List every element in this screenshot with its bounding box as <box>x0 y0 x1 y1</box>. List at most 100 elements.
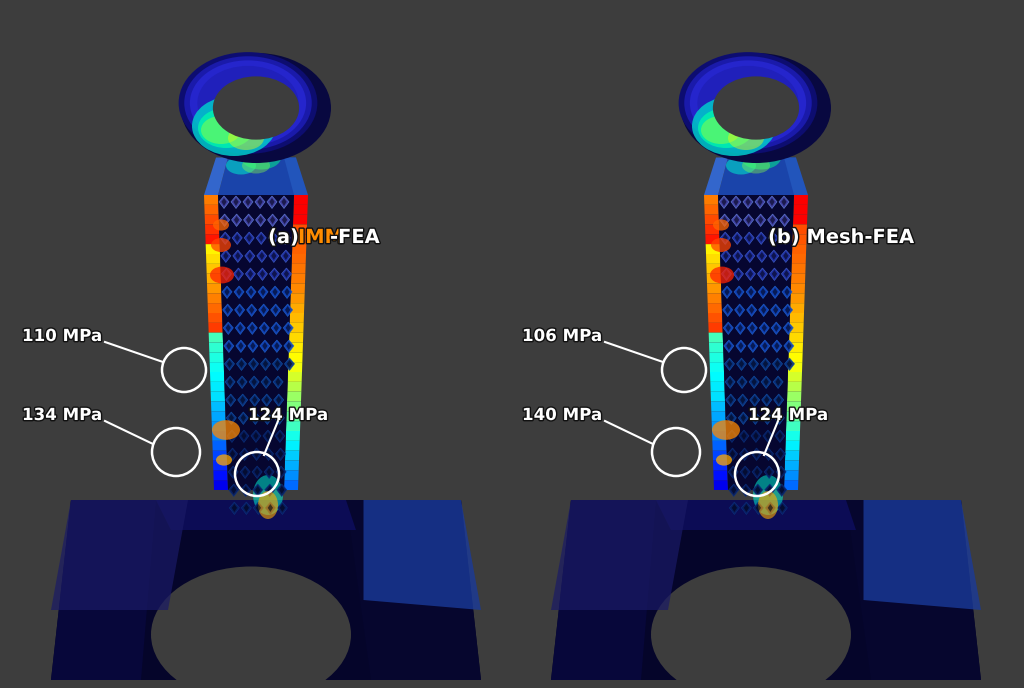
Polygon shape <box>761 376 771 389</box>
Polygon shape <box>280 214 290 226</box>
Polygon shape <box>753 414 758 422</box>
Polygon shape <box>289 343 303 352</box>
Polygon shape <box>733 268 743 281</box>
Polygon shape <box>213 460 227 471</box>
Polygon shape <box>778 450 783 458</box>
Polygon shape <box>267 486 272 494</box>
Polygon shape <box>275 448 286 460</box>
Polygon shape <box>264 414 270 422</box>
Polygon shape <box>270 234 275 242</box>
Polygon shape <box>211 391 225 402</box>
Polygon shape <box>656 500 856 530</box>
Polygon shape <box>721 250 731 263</box>
Polygon shape <box>346 500 481 680</box>
Polygon shape <box>746 286 756 299</box>
Polygon shape <box>293 205 307 215</box>
Polygon shape <box>204 195 218 205</box>
Polygon shape <box>767 196 777 208</box>
Polygon shape <box>783 340 794 352</box>
Polygon shape <box>776 414 782 422</box>
Polygon shape <box>734 216 739 224</box>
Polygon shape <box>706 235 720 244</box>
Polygon shape <box>713 441 727 451</box>
Polygon shape <box>785 431 800 441</box>
Polygon shape <box>763 360 768 368</box>
Polygon shape <box>551 500 656 680</box>
Polygon shape <box>209 352 223 362</box>
Polygon shape <box>764 378 769 386</box>
Polygon shape <box>268 250 279 263</box>
Polygon shape <box>256 232 266 244</box>
Polygon shape <box>207 283 221 293</box>
Polygon shape <box>246 198 251 206</box>
Polygon shape <box>229 502 240 515</box>
Polygon shape <box>769 250 779 263</box>
Polygon shape <box>280 486 285 494</box>
Polygon shape <box>726 412 736 424</box>
Ellipse shape <box>211 238 231 252</box>
Polygon shape <box>273 324 279 332</box>
Polygon shape <box>246 216 251 224</box>
Polygon shape <box>776 396 781 404</box>
Text: IMM: IMM <box>298 228 344 247</box>
Polygon shape <box>262 394 271 407</box>
Polygon shape <box>252 448 261 460</box>
Polygon shape <box>764 466 774 478</box>
Polygon shape <box>785 324 791 332</box>
Polygon shape <box>736 340 745 352</box>
Polygon shape <box>711 402 725 411</box>
Polygon shape <box>771 252 776 260</box>
Polygon shape <box>271 270 278 278</box>
Polygon shape <box>790 313 804 323</box>
Polygon shape <box>210 372 224 382</box>
Polygon shape <box>718 158 796 195</box>
Polygon shape <box>745 268 756 281</box>
Ellipse shape <box>711 238 731 252</box>
Polygon shape <box>262 342 267 350</box>
Polygon shape <box>246 286 256 299</box>
Polygon shape <box>784 471 799 480</box>
Polygon shape <box>263 378 268 386</box>
Polygon shape <box>735 322 745 334</box>
Polygon shape <box>771 322 781 334</box>
Polygon shape <box>239 430 249 442</box>
Polygon shape <box>729 484 738 497</box>
Polygon shape <box>364 500 481 610</box>
Polygon shape <box>224 288 229 296</box>
Polygon shape <box>239 360 244 368</box>
Polygon shape <box>750 376 759 389</box>
Polygon shape <box>741 432 746 440</box>
Polygon shape <box>222 286 232 299</box>
Polygon shape <box>762 324 767 332</box>
Polygon shape <box>774 412 784 424</box>
Polygon shape <box>228 396 233 404</box>
Polygon shape <box>794 205 808 215</box>
Ellipse shape <box>741 145 781 169</box>
Polygon shape <box>289 333 303 343</box>
Polygon shape <box>708 293 722 303</box>
Polygon shape <box>227 430 237 442</box>
Polygon shape <box>269 198 274 206</box>
Polygon shape <box>760 270 765 278</box>
Polygon shape <box>754 502 764 515</box>
Polygon shape <box>253 484 263 497</box>
Polygon shape <box>234 234 240 242</box>
Polygon shape <box>237 306 243 314</box>
Polygon shape <box>765 432 771 440</box>
Polygon shape <box>266 468 271 476</box>
Polygon shape <box>760 340 770 352</box>
Polygon shape <box>758 198 763 206</box>
Polygon shape <box>743 196 753 208</box>
Polygon shape <box>240 448 250 460</box>
Polygon shape <box>786 421 801 431</box>
Polygon shape <box>51 500 188 610</box>
Polygon shape <box>284 340 294 352</box>
Polygon shape <box>551 500 688 610</box>
Polygon shape <box>750 394 760 407</box>
Polygon shape <box>261 306 266 314</box>
Polygon shape <box>743 214 754 226</box>
Polygon shape <box>772 288 777 296</box>
Polygon shape <box>228 414 233 422</box>
Polygon shape <box>156 500 356 530</box>
Polygon shape <box>792 254 806 264</box>
